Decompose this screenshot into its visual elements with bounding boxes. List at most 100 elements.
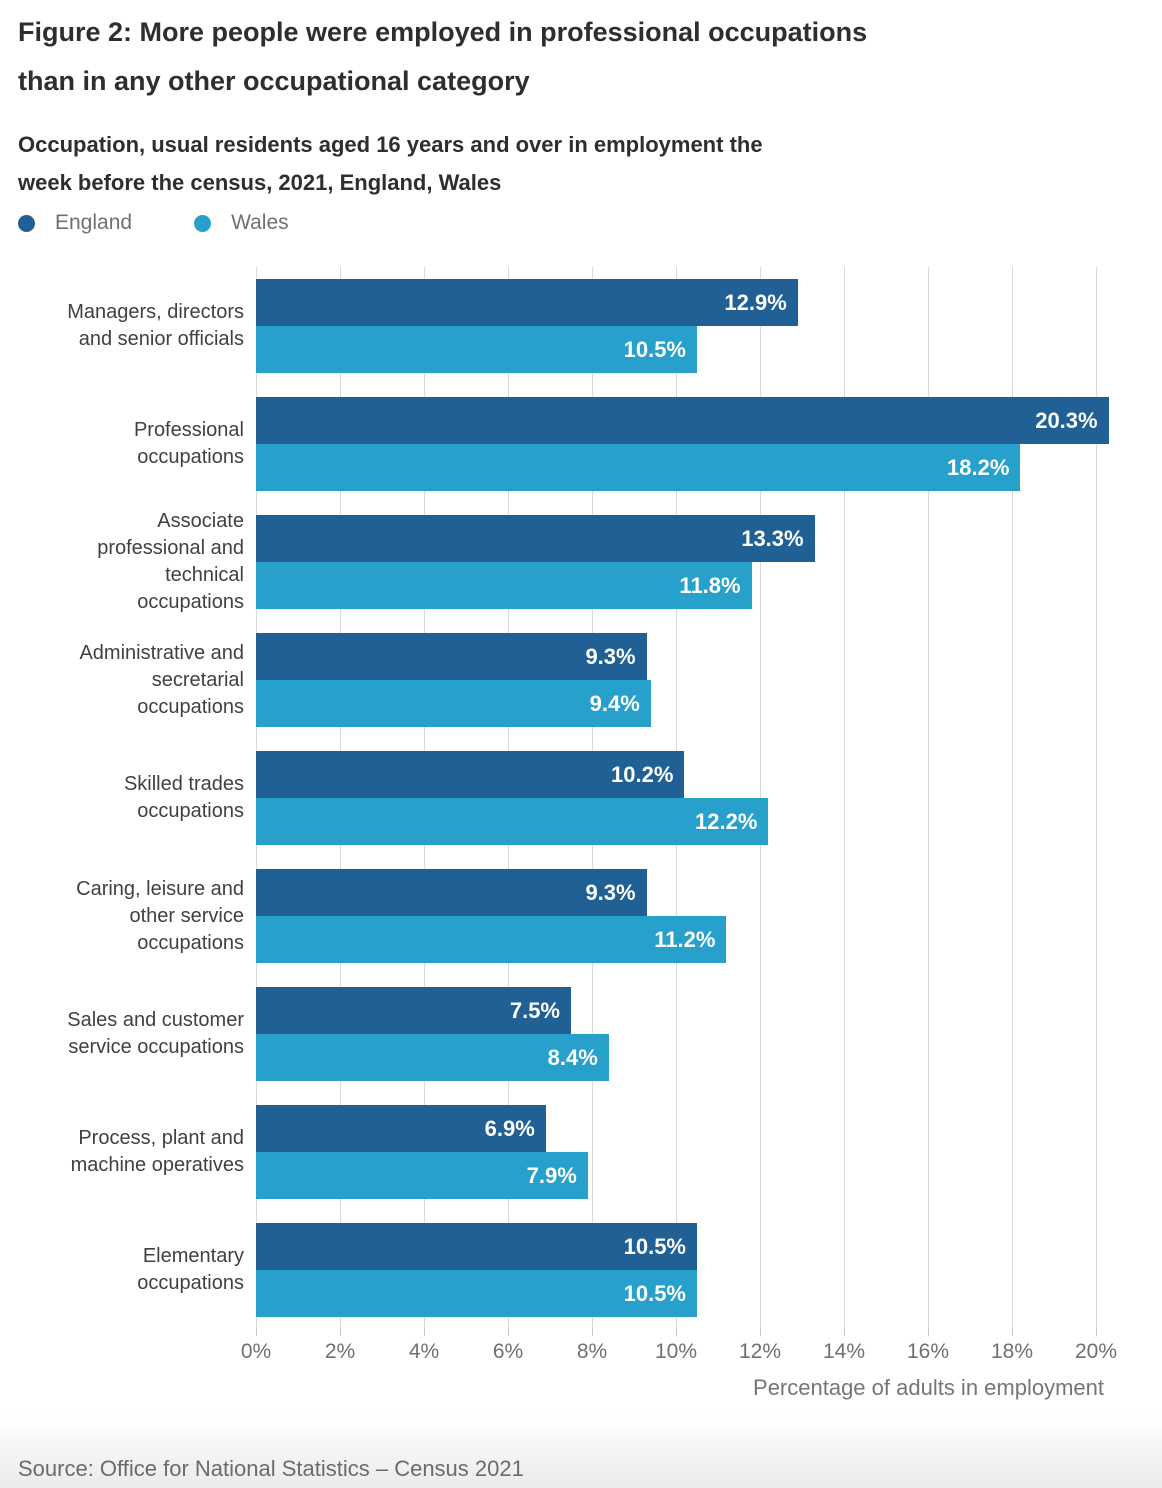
x-axis-title: Percentage of adults in employment bbox=[753, 1375, 1104, 1400]
figure-title-line2: than in any other occupational category bbox=[18, 66, 530, 96]
x-tick-label: 10% bbox=[654, 1340, 698, 1363]
england-bar[interactable]: 12.9% bbox=[256, 279, 798, 326]
legend-item-wales[interactable]: Wales bbox=[194, 211, 289, 235]
figure-subtitle-line1: Occupation, usual residents aged 16 year… bbox=[18, 132, 763, 157]
row-plot: 6.9% 7.9% bbox=[256, 1093, 1096, 1211]
tick-mark bbox=[760, 1329, 761, 1336]
bar-value-label: 12.2% bbox=[695, 808, 758, 834]
wales-bar[interactable]: 7.9% bbox=[256, 1152, 588, 1199]
row-plot: 20.3% 18.2% bbox=[256, 385, 1109, 503]
england-bar[interactable]: 10.5% bbox=[256, 1223, 697, 1270]
wales-bar[interactable]: 8.4% bbox=[256, 1034, 609, 1081]
x-tick-label: 6% bbox=[492, 1340, 524, 1363]
tick-mark bbox=[508, 1329, 509, 1336]
source-text: Source: Office for National Statistics –… bbox=[18, 1456, 524, 1481]
legend: England Wales bbox=[18, 209, 1144, 237]
tick-mark bbox=[340, 1329, 341, 1336]
wales-bar[interactable]: 9.4% bbox=[256, 680, 651, 727]
england-bar[interactable]: 9.3% bbox=[256, 633, 647, 680]
x-tick-label: 20% bbox=[1074, 1340, 1118, 1363]
row-plot: 10.2% 12.2% bbox=[256, 739, 1096, 857]
bar-value-label: 9.4% bbox=[589, 690, 640, 716]
wales-bar[interactable]: 11.8% bbox=[256, 562, 752, 609]
x-tick-label: 16% bbox=[906, 1340, 950, 1363]
bar-value-label: 12.9% bbox=[724, 289, 787, 315]
x-tick-label: 18% bbox=[990, 1340, 1034, 1363]
bar-value-label: 10.5% bbox=[623, 336, 686, 362]
chart-row-process-plant: Process, plant and machine operatives 6.… bbox=[0, 1093, 1162, 1211]
chart-row-associate-professional: Associate professional and technical occ… bbox=[0, 503, 1162, 621]
chart-row-managers: Managers, directors and senior officials… bbox=[0, 267, 1162, 385]
bar-value-label: 10.2% bbox=[611, 761, 674, 787]
category-label: Associate professional and technical occ… bbox=[97, 510, 244, 613]
x-tick-label: 0% bbox=[240, 1340, 272, 1363]
chart-row-skilled-trades: Skilled trades occupations 10.2% 12.2% bbox=[0, 739, 1162, 857]
tick-mark bbox=[424, 1329, 425, 1336]
figure-title: Figure 2: More people were employed in p… bbox=[18, 8, 1144, 106]
tick-mark bbox=[1096, 1329, 1097, 1336]
england-bar[interactable]: 6.9% bbox=[256, 1105, 546, 1152]
chart-row-sales: Sales and customer service occupations 7… bbox=[0, 975, 1162, 1093]
row-plot: 10.5% 10.5% bbox=[256, 1211, 1096, 1329]
england-bar[interactable]: 9.3% bbox=[256, 869, 647, 916]
category-label: Managers, directors and senior officials bbox=[67, 301, 244, 350]
tick-mark bbox=[928, 1329, 929, 1336]
bar-value-label: 11.8% bbox=[679, 572, 741, 598]
bar-value-label: 13.3% bbox=[741, 525, 804, 551]
chart-row-professional: Professional occupations 20.3% 18.2% bbox=[0, 385, 1162, 503]
x-axis: 0% 2% 4% 6% 8% 10% 12% 14% 16% 18% 20% bbox=[241, 1329, 1117, 1367]
category-label: Administrative and secretarial occupatio… bbox=[79, 641, 244, 718]
x-tick-label: 2% bbox=[324, 1340, 356, 1363]
x-tick-label: 4% bbox=[408, 1340, 440, 1363]
tick-mark bbox=[844, 1329, 845, 1336]
bar-chart: Managers, directors and senior officials… bbox=[0, 267, 1162, 1401]
figure-subtitle-line2: week before the census, 2021, England, W… bbox=[18, 170, 502, 195]
england-bar[interactable]: 7.5% bbox=[256, 987, 571, 1034]
legend-label-wales: Wales bbox=[231, 211, 289, 234]
bar-value-label: 6.9% bbox=[484, 1115, 535, 1141]
row-plot: 12.9% 10.5% bbox=[256, 267, 1096, 385]
bar-value-label: 7.5% bbox=[509, 997, 560, 1023]
category-label: Elementary occupations bbox=[137, 1245, 244, 1294]
chart-row-elementary: Elementary occupations 10.5% 10.5% bbox=[0, 1211, 1162, 1329]
wales-legend-dot-icon bbox=[194, 214, 212, 232]
tick-mark bbox=[1012, 1329, 1013, 1336]
category-label: Skilled trades occupations bbox=[123, 773, 244, 822]
category-label: Professional occupations bbox=[133, 419, 244, 468]
wales-bar[interactable]: 10.5% bbox=[256, 326, 697, 373]
wales-bar[interactable]: 12.2% bbox=[256, 798, 769, 845]
wales-bar[interactable]: 11.2% bbox=[256, 916, 727, 963]
category-label: Caring, leisure and other service occupa… bbox=[76, 877, 244, 954]
wales-bar[interactable]: 10.5% bbox=[256, 1270, 697, 1317]
row-plot: 13.3% 11.8% bbox=[256, 503, 1096, 621]
tick-mark bbox=[592, 1329, 593, 1336]
england-bar[interactable]: 10.2% bbox=[256, 751, 685, 798]
england-bar[interactable]: 20.3% bbox=[256, 397, 1109, 444]
wales-bar[interactable]: 18.2% bbox=[256, 444, 1021, 491]
bar-value-label: 9.3% bbox=[585, 879, 636, 905]
figure-subtitle: Occupation, usual residents aged 16 year… bbox=[18, 126, 1144, 202]
chart-row-administrative: Administrative and secretarial occupatio… bbox=[0, 621, 1162, 739]
england-legend-dot-icon bbox=[18, 214, 35, 232]
bar-value-label: 10.5% bbox=[623, 1233, 686, 1259]
bar-value-label: 10.5% bbox=[623, 1280, 686, 1306]
x-tick-label: 14% bbox=[822, 1340, 866, 1363]
tick-mark bbox=[256, 1329, 257, 1336]
row-plot: 9.3% 9.4% bbox=[256, 621, 1096, 739]
legend-label-england: England bbox=[55, 211, 133, 234]
bar-value-label: 9.3% bbox=[585, 643, 636, 669]
legend-item-england[interactable]: England bbox=[18, 211, 132, 235]
category-label: Process, plant and machine operatives bbox=[70, 1127, 244, 1176]
chart-rows: Managers, directors and senior officials… bbox=[0, 267, 1162, 1329]
bar-value-label: 18.2% bbox=[947, 454, 1010, 480]
footer: Source: Office for National Statistics –… bbox=[0, 1414, 1162, 1488]
bar-value-label: 11.2% bbox=[654, 926, 716, 952]
bar-value-label: 7.9% bbox=[526, 1162, 577, 1188]
figure-title-line1: Figure 2: More people were employed in p… bbox=[18, 17, 868, 47]
row-plot: 7.5% 8.4% bbox=[256, 975, 1096, 1093]
x-tick-label: 12% bbox=[738, 1340, 782, 1363]
england-bar[interactable]: 13.3% bbox=[256, 515, 815, 562]
bar-value-label: 20.3% bbox=[1035, 407, 1098, 433]
chart-row-caring-leisure: Caring, leisure and other service occupa… bbox=[0, 857, 1162, 975]
row-plot: 9.3% 11.2% bbox=[256, 857, 1096, 975]
